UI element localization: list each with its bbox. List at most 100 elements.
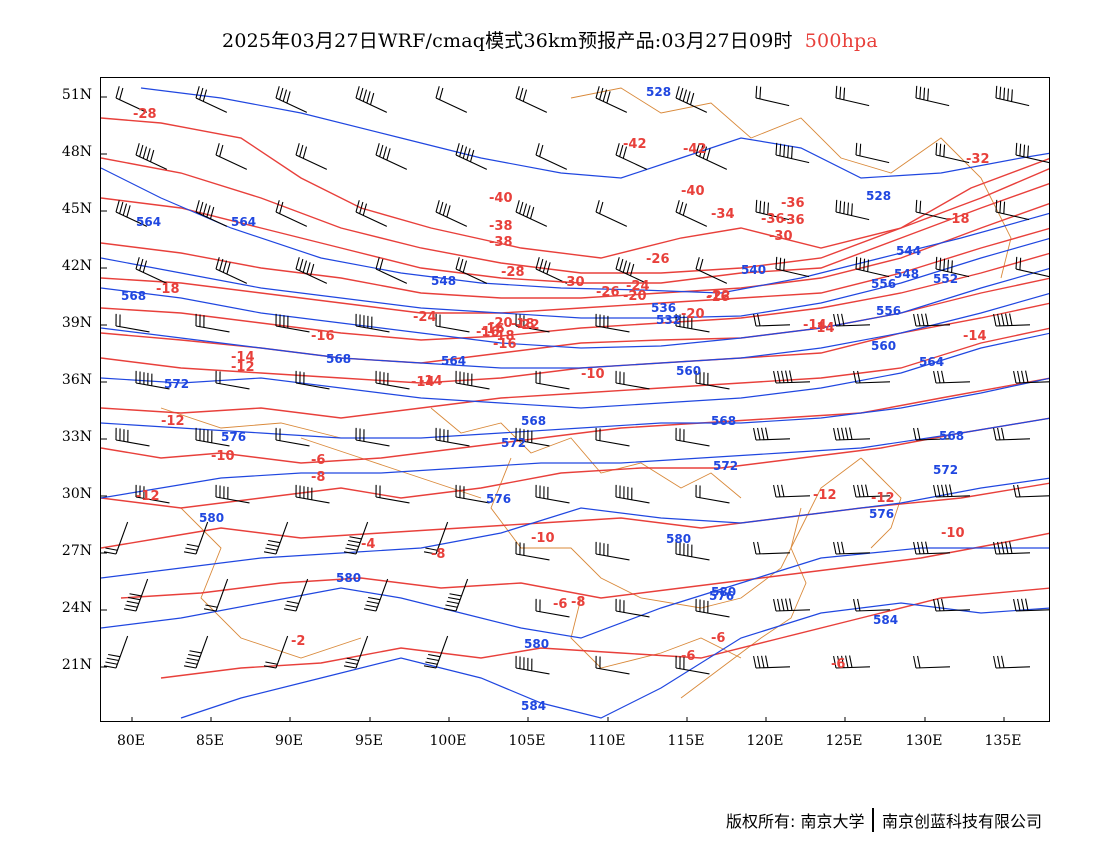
wind-barb [135,143,168,170]
height-label: 580 [666,532,691,546]
wind-barb [115,200,148,227]
wind-barb [375,370,410,390]
wind-barb [615,257,648,284]
temperature-label: -16 [481,322,505,337]
temperature-label: -6 [681,649,695,664]
wind-barb [773,484,810,498]
temperature-label: -8 [571,595,585,610]
temperature-label: -22 [707,289,731,304]
wind-barb [755,85,790,107]
wind-barb [835,85,870,107]
height-label: 532 [656,313,681,327]
wind-barb [455,484,490,504]
latitude-tick-label: 36N [61,372,92,388]
wind-barb [615,598,650,618]
footer-divider [872,808,874,832]
temperature-label: -40 [681,184,705,199]
height-contour [180,602,1049,719]
temperature-label: -18 [491,329,515,344]
height-label: 572 [164,377,189,391]
temperature-label: -38 [489,235,513,250]
wind-barb [363,578,389,612]
wind-barb [275,313,310,333]
wind-barb [115,86,148,113]
wind-barb [595,313,630,333]
wind-barb [1013,484,1049,498]
wind-barb [135,370,170,390]
wind-barb [135,257,168,284]
height-label: 560 [676,364,701,378]
wind-barb [935,142,970,164]
temperature-label: -10 [211,449,235,464]
wind-barb [855,142,890,164]
height-contour [101,477,1049,579]
wind-barb [995,199,1030,221]
wind-barb [515,200,548,227]
longitude-tick-label: 115E [667,733,705,749]
wind-barb [103,635,129,669]
wind-barb [995,85,1030,107]
wind-barb [853,484,890,498]
wind-barb [183,635,209,669]
wind-barb [515,313,550,333]
temperature-label: -12 [136,489,160,504]
wind-barb [455,370,490,390]
wind-barb [993,427,1030,441]
wind-barb [753,541,790,555]
wind-barb [993,313,1030,327]
wind-barb [595,86,628,113]
company-name: 南京创蓝科技有限公司 [881,812,1042,831]
isotherm-line [101,227,1049,314]
wind-barb [375,257,408,284]
height-label: 568 [711,414,736,428]
wind-barb [595,655,630,675]
wind-barb [1015,256,1049,278]
wind-barb [295,370,330,390]
temperature-label: -28 [501,265,525,280]
wind-barb [115,313,150,333]
temperature-label: -20 [681,307,705,322]
height-label: 568 [939,429,964,443]
wind-barb [343,635,369,669]
wind-barb [375,484,410,504]
coastline-path [300,437,482,499]
temperature-label: -18 [156,282,180,297]
isotherm-line [101,157,1049,274]
wind-barb [753,313,790,327]
wind-barb [675,313,710,333]
wind-barb [675,427,710,447]
wind-barb [1015,142,1049,164]
wind-barb [355,313,390,333]
height-label: 576 [486,492,511,506]
wind-barb [295,257,328,284]
longitude-tick-label: 105E [508,733,546,749]
height-contour [101,167,1049,294]
wind-barb [675,200,708,227]
wind-barb [913,541,950,555]
latitude-tick-label: 39N [61,315,92,331]
temperature-label: -34 [711,207,735,222]
wind-barb [435,200,468,227]
temperature-label: -22 [516,318,540,333]
height-label: 548 [894,267,919,281]
latitude-tick-label: 51N [61,87,92,103]
wind-barb [535,257,568,284]
height-label: 528 [866,189,891,203]
height-label: 572 [713,459,738,473]
wind-barb [773,598,810,612]
wind-barb [455,257,488,284]
temperature-label: -16 [476,325,500,340]
isotherm-line [101,117,1049,259]
temperature-label: -14 [963,329,987,344]
temperature-label: -6 [831,657,845,672]
temperature-label: -8 [431,547,445,562]
height-contour [140,87,1049,179]
wind-barb [753,655,790,669]
wind-barb [675,86,708,113]
longitude-tick-label: 95E [354,733,384,749]
wind-barb [123,578,149,612]
wind-barb [355,200,388,227]
wind-barb [595,200,628,227]
temperature-label: -26 [646,252,670,267]
isotherm-line [101,182,1049,284]
